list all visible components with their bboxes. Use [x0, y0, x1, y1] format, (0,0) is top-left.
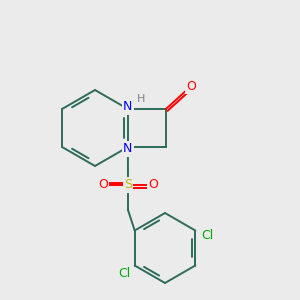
Text: O: O	[98, 178, 108, 191]
Text: N: N	[123, 142, 133, 155]
Text: Cl: Cl	[201, 229, 213, 242]
Text: H: H	[137, 94, 145, 104]
Text: N: N	[123, 100, 133, 113]
Text: Cl: Cl	[118, 267, 131, 280]
Text: O: O	[148, 178, 158, 191]
Text: O: O	[186, 80, 196, 92]
Text: S: S	[124, 178, 132, 191]
